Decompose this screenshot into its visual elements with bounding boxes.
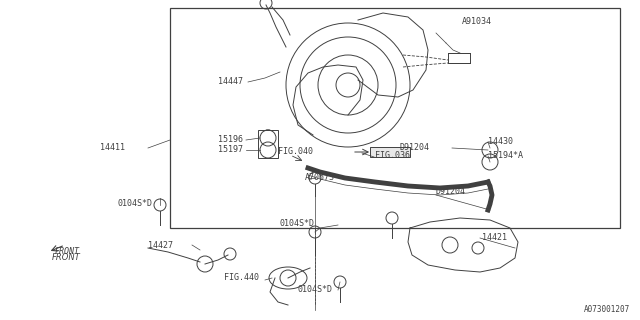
Bar [448,53,470,63]
Text: D91204: D91204 [400,143,430,153]
Bar [170,8,620,228]
Text: 15196: 15196 [218,135,243,145]
Text: 15197: 15197 [218,146,243,155]
Text: A073001207: A073001207 [584,305,630,314]
Text: 15194*A: 15194*A [488,151,523,161]
Text: A70673: A70673 [305,173,335,182]
Text: 14447: 14447 [218,77,243,86]
Text: 14427: 14427 [148,241,173,250]
Text: 14411: 14411 [100,143,125,153]
Text: 0104S*D: 0104S*D [280,220,315,228]
Text: 14430: 14430 [488,138,513,147]
Bar [258,130,278,158]
Text: FIG.040: FIG.040 [278,148,313,156]
Text: 0104S*D: 0104S*D [118,199,153,209]
Text: 14421: 14421 [482,234,507,243]
Text: FRONT: FRONT [52,253,81,262]
Text: FIG.036: FIG.036 [375,151,410,161]
Text: FRONT: FRONT [55,247,80,257]
Text: D91204: D91204 [435,188,465,196]
Bar [370,147,410,157]
Text: FIG.440: FIG.440 [224,274,259,283]
Text: 0104S*D: 0104S*D [298,285,333,294]
Text: A91034: A91034 [462,18,492,27]
